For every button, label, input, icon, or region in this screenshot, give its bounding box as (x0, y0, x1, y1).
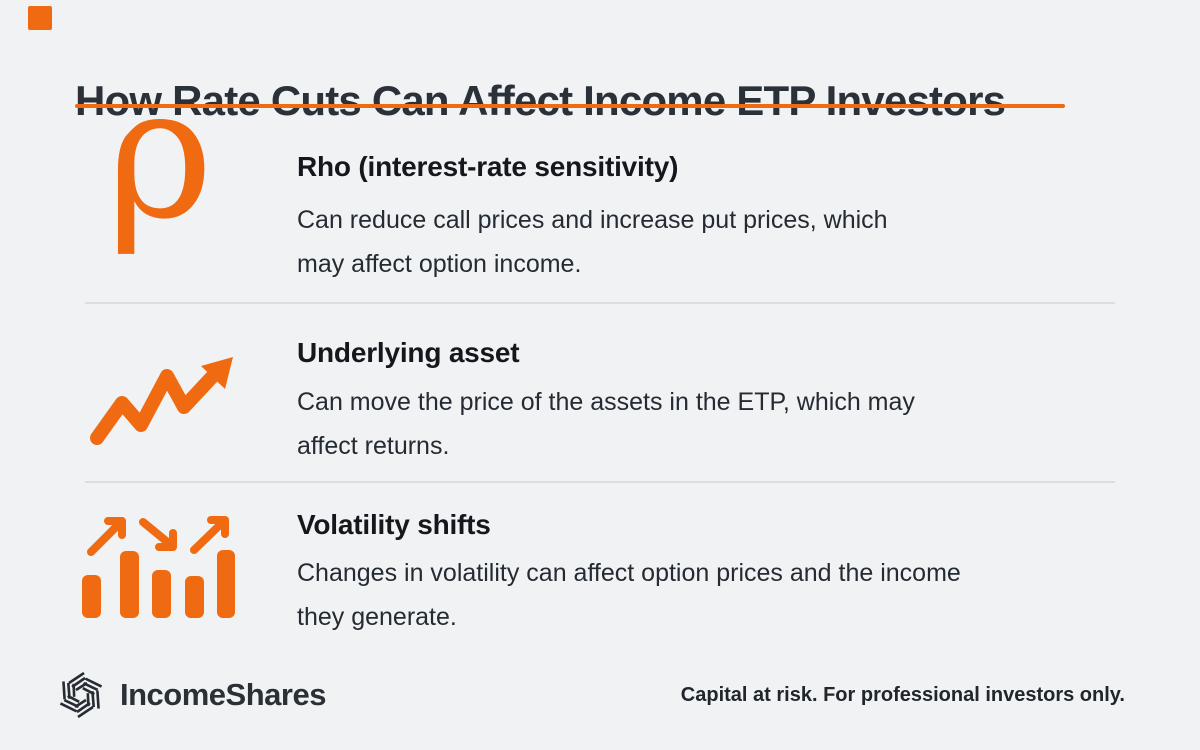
section-divider (85, 481, 1115, 483)
body-line: Can move the price of the assets in the … (297, 388, 915, 416)
title-underline (75, 104, 1065, 108)
trend-up-zigzag-arrow-icon (90, 350, 238, 448)
brand-name: IncomeShares (120, 677, 326, 712)
disclaimer-text: Capital at risk. For professional invest… (680, 683, 1125, 706)
section-heading-underlying-asset: Underlying asset (297, 337, 520, 368)
section-divider (85, 302, 1115, 304)
body-line: Can reduce call prices and increase put … (297, 206, 888, 234)
accent-square (28, 6, 52, 30)
section-body-underlying-asset: Can move the price of the assets in the … (297, 380, 915, 468)
footer: IncomeShares Capital at risk. For profes… (58, 668, 1125, 722)
section-heading-volatility: Volatility shifts (297, 509, 491, 540)
page-title: How Rate Cuts Can Affect Income ETP Inve… (75, 77, 1006, 125)
bar-chart-volatility-arrows-icon (82, 512, 235, 618)
incomeshares-logo-icon (58, 672, 104, 718)
rho-symbol-icon: ρ (106, 47, 214, 259)
body-line: affect returns. (297, 432, 450, 460)
brand-lockup: IncomeShares (58, 672, 326, 718)
body-line: they generate. (297, 603, 457, 631)
section-body-volatility: Changes in volatility can affect option … (297, 551, 961, 639)
body-line: may affect option income. (297, 250, 582, 278)
body-line: Changes in volatility can affect option … (297, 559, 961, 587)
section-heading-rho: Rho (interest-rate sensitivity) (297, 151, 679, 182)
section-body-rho: Can reduce call prices and increase put … (297, 198, 888, 286)
